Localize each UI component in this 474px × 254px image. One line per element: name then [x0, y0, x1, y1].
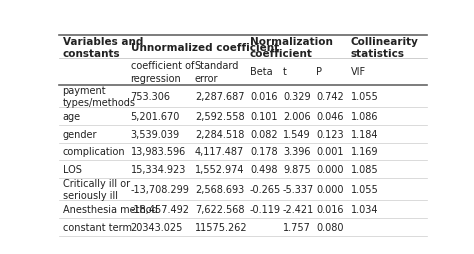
Text: age: age [63, 112, 81, 121]
Text: 15,334.923: 15,334.923 [130, 164, 186, 174]
Text: 0.101: 0.101 [250, 112, 277, 121]
Text: Unnormalized coefficient: Unnormalized coefficient [130, 43, 279, 53]
Text: 1.757: 1.757 [283, 222, 311, 232]
Text: 0.178: 0.178 [250, 147, 278, 157]
Text: complication: complication [63, 147, 125, 157]
Text: t: t [283, 67, 287, 77]
Text: 1.184: 1.184 [351, 129, 378, 139]
Text: 13,983.596: 13,983.596 [130, 147, 186, 157]
Text: 2,592.558: 2,592.558 [195, 112, 245, 121]
Text: Critically ill or
seriously ill: Critically ill or seriously ill [63, 178, 130, 201]
Text: 11575.262: 11575.262 [195, 222, 247, 232]
Text: constant term: constant term [63, 222, 132, 232]
Text: 1.055: 1.055 [351, 91, 379, 101]
Text: 2,287.687: 2,287.687 [195, 91, 244, 101]
Text: 0.000: 0.000 [316, 164, 344, 174]
Text: 1.034: 1.034 [351, 204, 378, 214]
Text: Anesthesia method: Anesthesia method [63, 204, 157, 214]
Text: Standard
error: Standard error [195, 61, 239, 83]
Text: 2.006: 2.006 [283, 112, 310, 121]
Text: 753.306: 753.306 [130, 91, 171, 101]
Text: 0.742: 0.742 [316, 91, 344, 101]
Text: 0.046: 0.046 [316, 112, 344, 121]
Text: 4,117.487: 4,117.487 [195, 147, 244, 157]
Text: 1.085: 1.085 [351, 164, 379, 174]
Text: LOS: LOS [63, 164, 82, 174]
Text: Beta: Beta [250, 67, 273, 77]
Text: 0.016: 0.016 [250, 91, 277, 101]
Text: -0.119: -0.119 [250, 204, 281, 214]
Text: -0.265: -0.265 [250, 184, 281, 194]
Text: 0.082: 0.082 [250, 129, 278, 139]
Text: Variables and
constants: Variables and constants [63, 36, 143, 59]
Text: coefficient of
regression: coefficient of regression [130, 61, 194, 83]
Text: 1.055: 1.055 [351, 184, 379, 194]
Text: 20343.025: 20343.025 [130, 222, 183, 232]
Text: 0.016: 0.016 [316, 204, 344, 214]
Text: 3.396: 3.396 [283, 147, 310, 157]
Text: VIF: VIF [351, 67, 366, 77]
Text: 0.498: 0.498 [250, 164, 277, 174]
Text: 7,622.568: 7,622.568 [195, 204, 244, 214]
Text: P: P [316, 67, 322, 77]
Text: -18,457.492: -18,457.492 [130, 204, 190, 214]
Text: gender: gender [63, 129, 97, 139]
Text: Normalization
coefficient: Normalization coefficient [250, 36, 333, 59]
Text: 1.169: 1.169 [351, 147, 378, 157]
Text: payment
types/methods: payment types/methods [63, 85, 136, 108]
Text: 9.875: 9.875 [283, 164, 311, 174]
Text: 2,284.518: 2,284.518 [195, 129, 244, 139]
Text: 0.123: 0.123 [316, 129, 344, 139]
Text: 5,201.670: 5,201.670 [130, 112, 180, 121]
Text: 0.329: 0.329 [283, 91, 310, 101]
Text: Collinearity
statistics: Collinearity statistics [351, 36, 419, 59]
Text: -13,708.299: -13,708.299 [130, 184, 190, 194]
Text: 1.549: 1.549 [283, 129, 310, 139]
Text: 3,539.039: 3,539.039 [130, 129, 180, 139]
Text: 0.001: 0.001 [316, 147, 344, 157]
Text: 2,568.693: 2,568.693 [195, 184, 244, 194]
Text: -2.421: -2.421 [283, 204, 314, 214]
Text: 0.000: 0.000 [316, 184, 344, 194]
Text: 1.086: 1.086 [351, 112, 378, 121]
Text: 1,552.974: 1,552.974 [195, 164, 244, 174]
Text: -5.337: -5.337 [283, 184, 314, 194]
Text: 0.080: 0.080 [316, 222, 344, 232]
